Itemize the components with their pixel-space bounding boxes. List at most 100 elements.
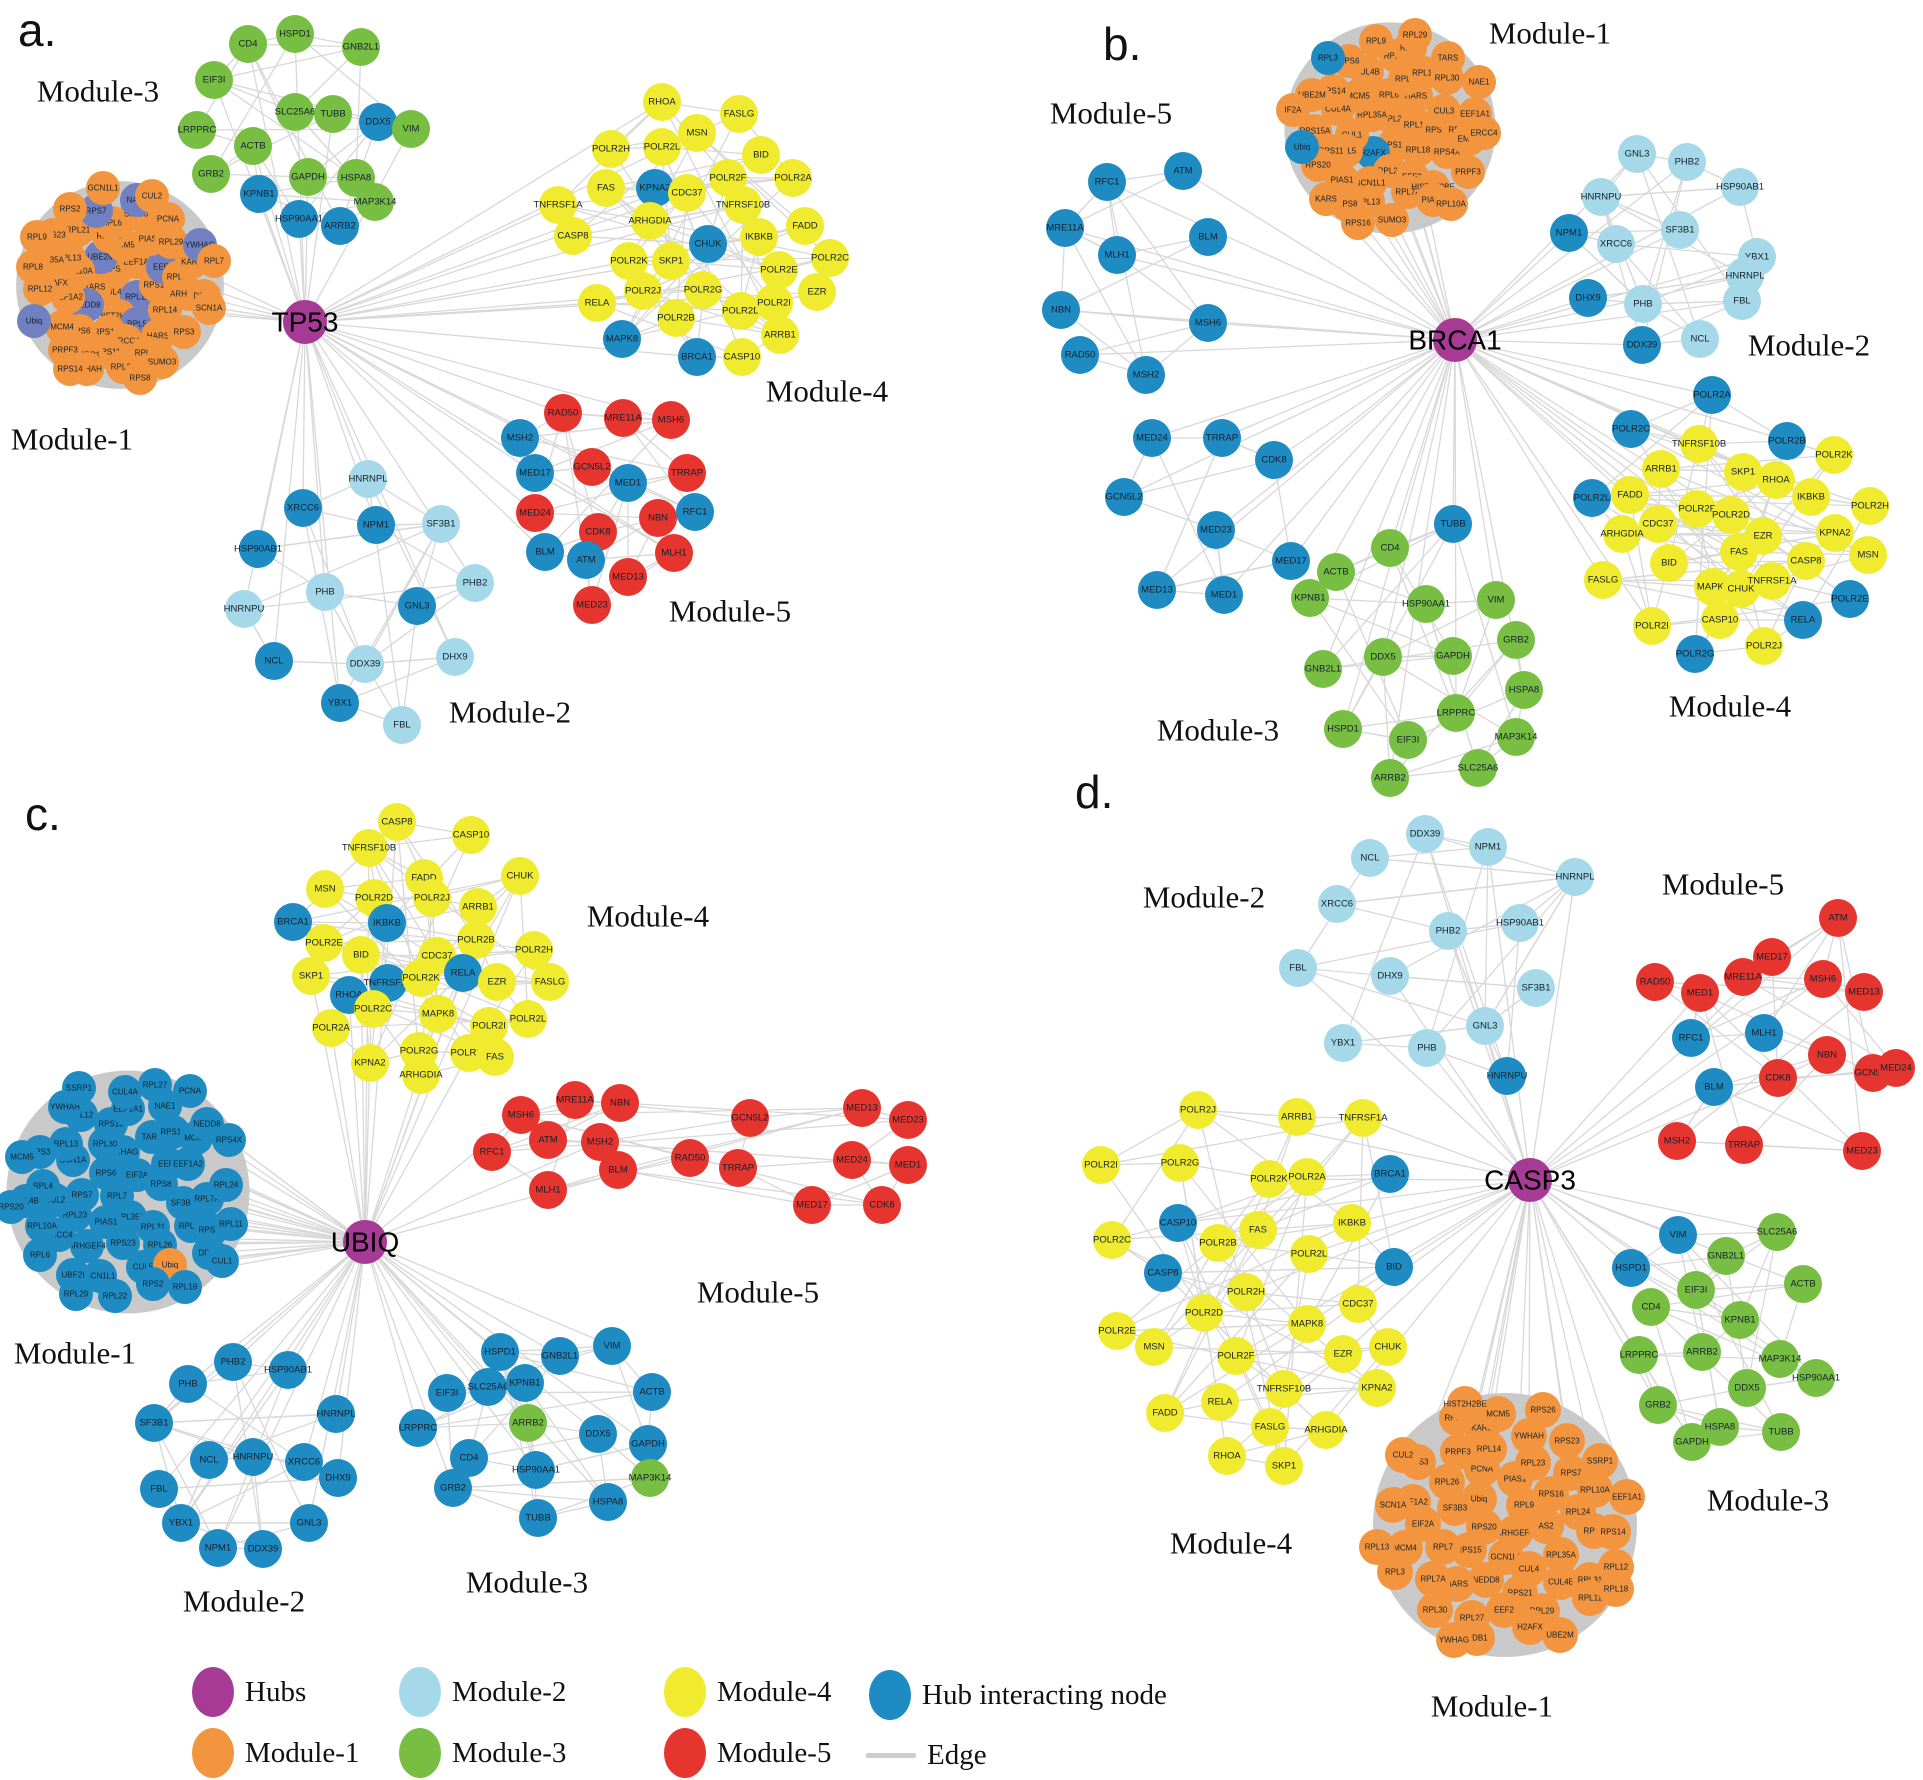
node-SLC25A6[interactable]: SLC25A6: [1757, 1213, 1798, 1251]
node-SSRP1[interactable]: SSRP1: [62, 1071, 96, 1105]
node-LRPPRC[interactable]: LRPPRC: [1437, 694, 1476, 732]
node-KPNA2[interactable]: KPNA2: [351, 1044, 389, 1082]
node-MED13[interactable]: MED13: [843, 1089, 881, 1127]
node-RPL10A[interactable]: RPL10A: [1434, 187, 1468, 221]
node-BLM[interactable]: BLM: [1189, 218, 1227, 256]
node-HNRNPU[interactable]: HNRNPU: [1487, 1057, 1528, 1095]
node-IKBKB[interactable]: IKBKB: [1792, 478, 1830, 516]
node-VIM[interactable]: VIM: [593, 1327, 631, 1365]
node-DDX39[interactable]: DDX39: [1406, 815, 1444, 853]
node-SKP1[interactable]: SKP1: [652, 242, 690, 280]
node-ARRB2[interactable]: ARRB2: [1371, 759, 1409, 797]
node-MSH2[interactable]: MSH2: [1658, 1122, 1696, 1160]
node-POLR2I[interactable]: POLR2I: [1633, 607, 1671, 645]
node-PHB2[interactable]: PHB2: [1668, 143, 1706, 181]
node-GAPDH[interactable]: GAPDH: [1434, 637, 1472, 675]
node-CDK8[interactable]: CDK8: [1759, 1059, 1797, 1097]
node-POLR2J[interactable]: POLR2J: [1179, 1091, 1217, 1129]
node-MRE11A[interactable]: MRE11A: [604, 399, 642, 437]
node-HSPD1[interactable]: HSPD1: [276, 15, 314, 53]
node-POLR2G[interactable]: POLR2G: [1161, 1144, 1200, 1182]
node-EEF1A1[interactable]: EEF1A1: [1609, 1479, 1645, 1515]
node-MLH1[interactable]: MLH1: [1745, 1014, 1783, 1052]
node-ARRB2[interactable]: ARRB2: [509, 1404, 547, 1442]
node-SCN1A[interactable]: SCN1A: [192, 291, 226, 325]
node-RPL18[interactable]: RPL18: [1598, 1571, 1634, 1607]
node-MRE11A[interactable]: MRE11A: [1046, 209, 1084, 247]
node-EZR[interactable]: EZR: [1324, 1335, 1362, 1373]
node-HSPD1[interactable]: HSPD1: [1324, 710, 1362, 748]
node-NAE1[interactable]: NAE1: [1462, 65, 1496, 99]
node-BID[interactable]: BID: [1650, 544, 1688, 582]
node-HNRNPL[interactable]: HNRNPL: [1555, 858, 1595, 896]
node-RPS4X[interactable]: RPS4X: [212, 1123, 246, 1157]
node-ACTB[interactable]: ACTB: [633, 1373, 671, 1411]
node-MED13[interactable]: MED13: [1138, 571, 1176, 609]
node-GNB2L1[interactable]: GNB2L1: [1304, 650, 1342, 688]
node-MSH6[interactable]: MSH6: [1804, 960, 1842, 998]
node-GNB2L1[interactable]: GNB2L1: [342, 28, 380, 66]
node-RHOA[interactable]: RHOA: [1757, 461, 1795, 499]
node-GRB2[interactable]: GRB2: [434, 1469, 472, 1507]
node-MAPK8[interactable]: MAPK8: [419, 995, 457, 1033]
node-POLR2C[interactable]: POLR2C: [811, 239, 849, 277]
node-ACTB[interactable]: ACTB: [234, 127, 272, 165]
node-XRCC6[interactable]: XRCC6: [285, 1443, 323, 1481]
node-MED1[interactable]: MED1: [889, 1146, 927, 1184]
node-CHUK[interactable]: CHUK: [501, 857, 539, 895]
node-POLR2D[interactable]: POLR2D: [722, 292, 760, 330]
node-MAP3K14[interactable]: MAP3K14: [1495, 718, 1538, 756]
node-PHB[interactable]: PHB: [1624, 285, 1662, 323]
node-SKP1[interactable]: SKP1: [1265, 1447, 1303, 1485]
node-POLR2E[interactable]: POLR2E: [1098, 1312, 1136, 1350]
node-MAPK8[interactable]: MAPK8: [1288, 1305, 1326, 1343]
node-POLR2J[interactable]: POLR2J: [624, 272, 662, 310]
node-VIM[interactable]: VIM: [1659, 1216, 1697, 1254]
node-NPM1[interactable]: NPM1: [199, 1529, 237, 1567]
node-POLR2G[interactable]: POLR2G: [684, 271, 723, 309]
node-YBX1[interactable]: YBX1: [162, 1504, 200, 1542]
node-SUMO3[interactable]: SUMO3: [1375, 203, 1409, 237]
node-MSN[interactable]: MSN: [1135, 1328, 1173, 1366]
node-BID[interactable]: BID: [342, 936, 380, 974]
node-POLR2L[interactable]: POLR2L: [1290, 1235, 1328, 1273]
node-POLR2B[interactable]: POLR2B: [457, 921, 495, 959]
node-RPL11[interactable]: RPL11: [214, 1207, 248, 1241]
node-HSP90AB1[interactable]: HSP90AB1: [264, 1351, 312, 1389]
node-MCM5[interactable]: MCM5: [5, 1140, 39, 1174]
node-DHX9[interactable]: DHX9: [1371, 957, 1409, 995]
node-POLR2J[interactable]: POLR2J: [1745, 627, 1783, 665]
node-NPM1[interactable]: NPM1: [357, 506, 395, 544]
node-PHB2[interactable]: PHB2: [456, 564, 494, 602]
node-GNL3[interactable]: GNL3: [1466, 1007, 1504, 1045]
node-SKP1[interactable]: SKP1: [292, 957, 330, 995]
node-MSN[interactable]: MSN: [678, 114, 716, 152]
node-EZR[interactable]: EZR: [798, 273, 836, 311]
node-HSPA8[interactable]: HSPA8: [589, 1483, 627, 1521]
node-MED1[interactable]: MED1: [1681, 974, 1719, 1012]
node-MCM5[interactable]: MCM5: [1480, 1396, 1516, 1432]
node-HSP90AA1[interactable]: HSP90AA1: [275, 200, 323, 238]
node-KPNA2[interactable]: KPNA2: [636, 169, 674, 207]
node-TRRAP[interactable]: TRRAP: [1725, 1126, 1763, 1164]
node-POLR2B[interactable]: POLR2B: [657, 299, 695, 337]
node-RELA[interactable]: RELA: [578, 284, 616, 322]
node-RFC1[interactable]: RFC1: [473, 1133, 511, 1171]
node-RPL18[interactable]: RPL18: [168, 1270, 202, 1304]
node-ARHGDIA[interactable]: ARHGDIA: [1304, 1411, 1348, 1449]
node-HSPD1[interactable]: HSPD1: [481, 1333, 519, 1371]
node-RAD50[interactable]: RAD50: [1061, 336, 1099, 374]
node-HSP90AB1[interactable]: HSP90AB1: [234, 530, 282, 568]
node-POLR2C[interactable]: POLR2C: [1093, 1221, 1131, 1259]
node-MED23[interactable]: MED23: [889, 1101, 927, 1139]
node-MED1[interactable]: MED1: [609, 464, 647, 502]
node-VIM[interactable]: VIM: [1477, 581, 1515, 619]
node-RPS3[interactable]: RPS3: [167, 315, 201, 349]
node-CASP10[interactable]: CASP10: [1701, 601, 1739, 639]
node-POLR2I[interactable]: POLR2I: [1082, 1146, 1120, 1184]
node-HSP90AB1[interactable]: HSP90AB1: [1716, 168, 1764, 206]
node-HSP90AA1[interactable]: HSP90AA1: [1402, 585, 1450, 623]
node-HSPD1[interactable]: HSPD1: [1612, 1249, 1650, 1287]
node-EIF3I[interactable]: EIF3I: [1677, 1271, 1715, 1309]
node-FADD[interactable]: FADD: [1611, 476, 1649, 514]
